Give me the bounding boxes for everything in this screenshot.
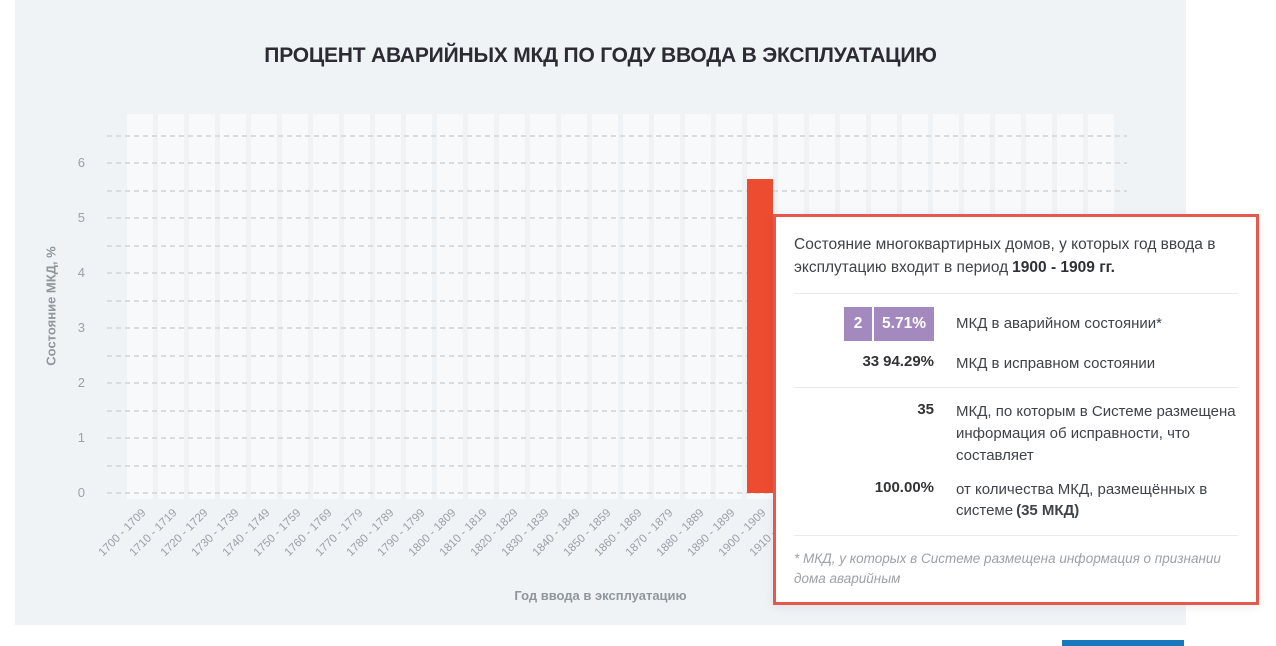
category-band[interactable] — [220, 114, 246, 499]
category-band[interactable] — [313, 114, 339, 499]
y-axis-tick-label: 5 — [77, 210, 85, 225]
emergency-count-badge: 2 — [844, 306, 873, 341]
tooltip-row-ok: 33 94.29% МКД в исправном состоянии — [794, 353, 1238, 375]
category-band[interactable] — [468, 114, 494, 499]
y-axis-tick-label: 0 — [77, 485, 85, 500]
ok-percent: 94.29% — [883, 352, 934, 370]
category-band[interactable] — [189, 114, 215, 499]
tooltip-divider — [794, 387, 1238, 389]
total-count: 35 — [917, 401, 934, 419]
category-band[interactable] — [344, 114, 370, 499]
tooltip-row-total: 35 МКД, по которым в Системе размещена и… — [794, 401, 1238, 466]
tooltip-row-share: 100.00% от количества МКД, размещённых в… — [794, 479, 1238, 523]
tooltip-divider — [794, 292, 1238, 294]
x-axis-tick-label: 1700 - 1709 — [96, 507, 149, 559]
share-label-bold: (35 МКД) — [1016, 502, 1080, 520]
total-label: МКД, по которым в Системе размещена инфо… — [956, 403, 1236, 464]
ok-label: МКД в исправном состоянии — [956, 354, 1156, 372]
category-band[interactable] — [158, 114, 184, 499]
category-band[interactable] — [406, 114, 432, 499]
gridline — [107, 409, 1127, 412]
category-band[interactable] — [282, 114, 308, 499]
gridline — [107, 437, 1127, 439]
gridline — [107, 382, 1127, 384]
emergency-label: МКД в аварийном состоянии* — [956, 314, 1162, 332]
gridline — [107, 217, 1127, 219]
ok-count: 33 — [862, 352, 880, 370]
y-axis-tick-label: 1 — [77, 430, 85, 445]
emergency-percent-badge: 5.71% — [874, 306, 934, 341]
tooltip-title-text: Состояние многоквартирных домов, у котор… — [794, 236, 1216, 277]
gridline — [107, 492, 1127, 494]
share-percent: 100.00% — [874, 478, 934, 496]
category-band[interactable] — [530, 114, 556, 499]
gridline — [107, 162, 1127, 164]
category-band[interactable] — [685, 114, 711, 499]
category-band[interactable] — [561, 114, 587, 499]
gridline — [107, 464, 1127, 467]
category-band[interactable] — [127, 114, 153, 499]
tooltip: Состояние многоквартирных домов, у котор… — [773, 214, 1259, 605]
gridline — [107, 134, 1127, 137]
share-label: от количества МКД, размещённых в системе… — [956, 479, 1238, 523]
gridline — [107, 272, 1127, 274]
category-band[interactable] — [654, 114, 680, 499]
tooltip-footnote: * МКД, у которых в Системе размещена инф… — [794, 551, 1221, 587]
tooltip-row-emergency: 2 5.71% МКД в аварийном состоянии* — [794, 306, 1238, 341]
chart-title: ПРОЦЕНТ АВАРИЙНЫХ МКД ПО ГОДУ ВВОДА В ЭК… — [264, 44, 937, 67]
ok-values: 33 94.29% — [794, 353, 934, 370]
tooltip-divider — [794, 535, 1238, 536]
gridline — [107, 299, 1127, 302]
category-band[interactable] — [375, 114, 401, 499]
tooltip-title: Состояние многоквартирных домов, у котор… — [794, 233, 1238, 280]
category-band[interactable] — [251, 114, 277, 499]
bar[interactable] — [747, 178, 773, 493]
tooltip-title-period: 1900 - 1909 гг. — [1012, 259, 1115, 277]
gridline — [107, 327, 1127, 329]
gridline — [107, 354, 1127, 357]
category-band[interactable] — [623, 114, 649, 499]
x-axis-title: Год ввода в эксплуатацию — [514, 588, 687, 603]
y-axis-tick-label: 4 — [77, 265, 85, 280]
gridline — [107, 189, 1127, 192]
category-band[interactable] — [437, 114, 463, 499]
gridline — [107, 244, 1127, 247]
bottom-accent-line — [1062, 640, 1184, 646]
share-label-text: от количества МКД, размещённых в системе — [956, 480, 1208, 520]
y-axis-tick-label: 2 — [77, 375, 85, 390]
category-band[interactable] — [499, 114, 525, 499]
category-band[interactable] — [592, 114, 618, 499]
y-axis-tick-label: 3 — [77, 320, 85, 335]
emergency-values: 2 5.71% — [794, 306, 934, 341]
y-axis-tick-label: 6 — [77, 155, 85, 170]
category-band[interactable] — [716, 114, 742, 499]
